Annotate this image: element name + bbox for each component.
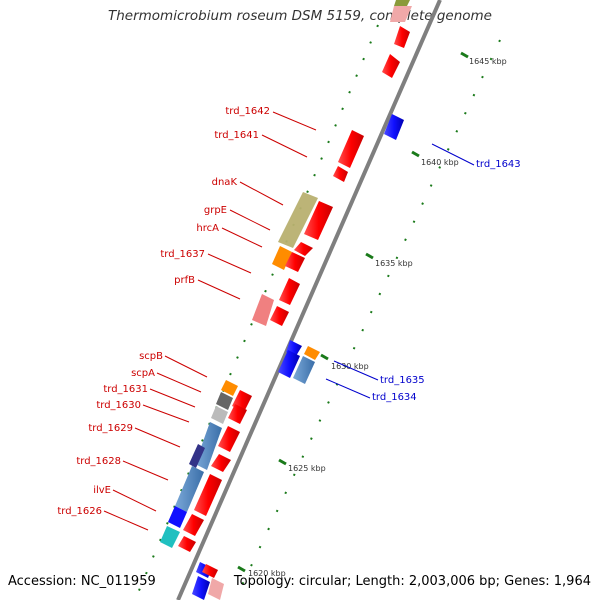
leader-line xyxy=(333,360,379,381)
gene-grpE xyxy=(304,201,333,240)
leader-line xyxy=(112,489,157,512)
tick-1620 xyxy=(237,565,246,573)
gene-bottom-pink xyxy=(208,578,224,600)
gene-dnaK xyxy=(278,192,318,248)
genome-backbone xyxy=(176,0,442,600)
leader-line xyxy=(272,111,317,131)
tick-1645 xyxy=(460,51,469,59)
gene-red-r4 xyxy=(211,454,231,472)
gene-trd-1628 xyxy=(175,466,204,512)
gene-label: trd_1635 xyxy=(380,375,425,386)
gene-trd-1637b xyxy=(285,252,305,272)
gene-trd-1629 xyxy=(189,444,205,468)
topology-label: Topology: circular; Length: 2,003,006 bp… xyxy=(233,574,591,589)
kbp-label: 1620 kbp xyxy=(248,569,286,578)
leader-line xyxy=(149,388,196,408)
gene-trd-1635b xyxy=(278,350,300,378)
tick-1635 xyxy=(365,252,374,260)
gene-trd-1631 xyxy=(211,406,228,424)
leader-lines-forward xyxy=(103,111,317,531)
leader-line xyxy=(197,279,241,300)
forward-genes xyxy=(160,0,412,552)
leader-line xyxy=(156,372,202,393)
gene-trd-1626 xyxy=(160,526,180,548)
gene-label: trd_1642 xyxy=(225,106,270,117)
gene-scpB xyxy=(221,380,238,396)
gene-label: prfB xyxy=(174,275,195,286)
gene-label: trd_1629 xyxy=(88,423,133,434)
tick-1630 xyxy=(320,353,329,361)
leader-line xyxy=(207,253,252,274)
gene-bottom-red xyxy=(202,564,218,578)
gene-label: dnaK xyxy=(212,177,238,188)
gene-trd-1634 xyxy=(293,356,315,384)
gene-label: trd_1643 xyxy=(476,159,521,170)
gene-label: scpB xyxy=(139,351,163,362)
gene-label: trd_1630 xyxy=(96,400,141,411)
kbp-label: 1625 kbp xyxy=(288,464,326,473)
gene-trd-1641-tail xyxy=(333,166,348,182)
gene-prfB xyxy=(252,294,274,326)
leader-line xyxy=(431,143,475,166)
kbp-label: 1640 kbp xyxy=(421,158,459,167)
leader-line xyxy=(142,404,190,423)
gene-label: hrcA xyxy=(196,223,219,234)
reverse-genes xyxy=(192,114,404,600)
leader-line xyxy=(164,355,208,378)
gene-top-red-1 xyxy=(394,26,410,48)
gene-bottom-blue-2 xyxy=(192,576,210,600)
gene-top-red-2 xyxy=(382,54,400,78)
gene-label: trd_1634 xyxy=(372,392,417,403)
gene-label: ilvE xyxy=(93,485,111,496)
leader-line xyxy=(325,378,371,399)
tick-1625 xyxy=(278,458,287,466)
leader-line xyxy=(229,209,271,231)
kbp-label: 1645 kbp xyxy=(469,57,507,66)
gene-top-pink xyxy=(390,6,412,22)
gene-red-r6 xyxy=(183,514,204,536)
gene-trd-1643 xyxy=(384,114,404,140)
gene-label: trd_1641 xyxy=(214,130,259,141)
gene-red-r3 xyxy=(218,426,240,452)
gene-label: trd_1628 xyxy=(76,456,121,467)
leader-line xyxy=(261,134,308,158)
gene-prfB-b xyxy=(270,306,289,326)
gene-label: trd_1626 xyxy=(57,506,102,517)
leader-lines-reverse xyxy=(325,143,475,399)
gene-red-r5 xyxy=(194,474,222,516)
kbp-ticks xyxy=(237,51,469,573)
gene-trd-1641 xyxy=(338,130,364,168)
kbp-label: 1635 kbp xyxy=(375,259,413,268)
gene-label: trd_1637 xyxy=(160,249,205,260)
leader-line xyxy=(134,427,181,448)
gene-top-olive xyxy=(394,0,410,6)
leader-line xyxy=(239,181,284,206)
accession-label: Accession: NC_011959 xyxy=(8,574,156,589)
gene-red-r7 xyxy=(178,536,196,552)
tick-1640 xyxy=(411,150,420,158)
gene-label: grpE xyxy=(204,205,227,216)
gene-trd-1630 xyxy=(195,422,222,470)
gene-trd-1637 xyxy=(272,246,292,270)
kbp-label: 1630 kbp xyxy=(331,362,369,371)
gene-prfB-a xyxy=(279,278,300,305)
gene-trd-1634-orange xyxy=(304,346,320,360)
gene-label: trd_1631 xyxy=(103,384,148,395)
leader-line xyxy=(103,510,149,531)
gene-label: scpA xyxy=(131,368,155,379)
gene-red-r2 xyxy=(228,404,247,424)
gene-ilvE xyxy=(168,506,187,528)
leader-line xyxy=(221,227,263,248)
leader-line xyxy=(122,460,169,481)
gene-hrcA xyxy=(294,242,313,256)
gene-scpA xyxy=(216,392,233,410)
